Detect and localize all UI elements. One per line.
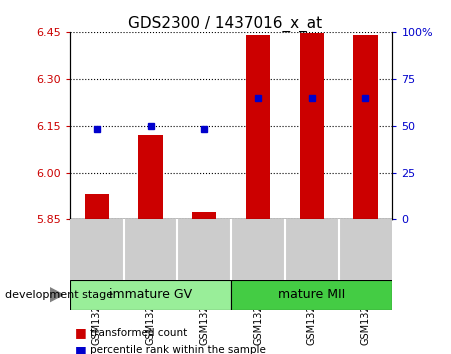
Text: GDS2300 / 1437016_x_at: GDS2300 / 1437016_x_at	[129, 16, 322, 32]
Text: percentile rank within the sample: percentile rank within the sample	[90, 346, 266, 354]
Text: transformed count: transformed count	[90, 328, 188, 338]
Bar	[231, 280, 392, 310]
Text: ■: ■	[74, 326, 86, 339]
Bar	[299, 33, 324, 219]
Text: ■: ■	[74, 344, 86, 354]
Bar	[354, 35, 377, 219]
Bar	[138, 135, 163, 219]
Text: development stage: development stage	[5, 290, 113, 300]
Bar	[85, 194, 109, 219]
Text: mature MII: mature MII	[278, 288, 345, 301]
Bar	[246, 35, 270, 219]
Bar	[192, 212, 216, 219]
Bar	[70, 280, 231, 310]
Polygon shape	[50, 287, 63, 302]
Text: immature GV: immature GV	[109, 288, 192, 301]
